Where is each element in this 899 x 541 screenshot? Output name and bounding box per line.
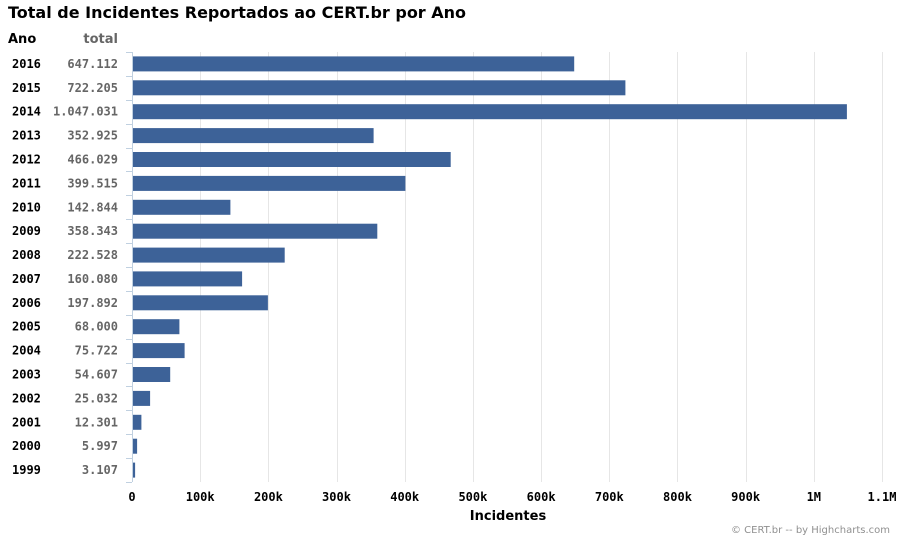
total-label: 1.047.031: [53, 105, 118, 119]
x-tick-label: 500k: [458, 490, 488, 504]
year-label: 1999: [12, 463, 41, 477]
bar-2005[interactable]: [133, 319, 180, 335]
bar-2007[interactable]: [133, 271, 243, 287]
credits-link[interactable]: © CERT.br -- by Highcharts.com: [731, 525, 890, 536]
total-label: 197.892: [67, 296, 118, 310]
bars: [133, 56, 847, 478]
x-tick-label: 100k: [186, 490, 216, 504]
bar-2004[interactable]: [133, 343, 185, 359]
bar-2012[interactable]: [133, 152, 451, 167]
total-label: 5.997: [82, 439, 118, 453]
bar-2014[interactable]: [133, 104, 847, 120]
bar-2001[interactable]: [133, 414, 142, 430]
year-label: 2001: [12, 415, 41, 429]
x-tick-label: 800k: [663, 490, 693, 504]
gridlines: [126, 52, 883, 483]
year-label: 2015: [12, 81, 41, 95]
year-label: 2010: [12, 200, 41, 214]
year-label: 2016: [12, 57, 41, 71]
year-label: 2000: [12, 439, 41, 453]
x-tick-label: 700k: [595, 490, 625, 504]
x-tick-label: 300k: [322, 490, 352, 504]
total-label: 352.925: [67, 129, 118, 143]
year-label: 2004: [12, 344, 41, 358]
x-tick-label: 400k: [390, 490, 420, 504]
bar-2011[interactable]: [133, 175, 406, 191]
chart-title: Total de Incidentes Reportados ao CERT.b…: [8, 3, 466, 22]
total-label: 722.205: [67, 81, 118, 95]
year-column-header: Ano: [8, 32, 36, 47]
year-label: 2005: [12, 320, 41, 334]
year-label: 2002: [12, 391, 41, 405]
x-tick-label: 200k: [254, 490, 284, 504]
total-label: 222.528: [67, 248, 118, 262]
year-label: 2003: [12, 368, 41, 382]
total-label: 75.722: [75, 344, 118, 358]
year-label: 2006: [12, 296, 41, 310]
total-label: 466.029: [67, 153, 118, 167]
total-column-header: total: [83, 32, 118, 47]
x-tick-label: 0: [128, 490, 135, 504]
total-label: 12.301: [75, 415, 118, 429]
bar-2008[interactable]: [133, 247, 285, 263]
x-tick-label: 1.1M: [868, 490, 897, 504]
total-label: 54.607: [75, 368, 118, 382]
total-label: 3.107: [82, 463, 118, 477]
year-label: 2008: [12, 248, 41, 262]
x-tick-label: 900k: [731, 490, 761, 504]
year-label: 2012: [12, 153, 41, 167]
bar-1999[interactable]: [133, 462, 136, 478]
bar-2002[interactable]: [133, 390, 151, 406]
total-label: 160.080: [67, 272, 118, 286]
x-tick-label: 600k: [527, 490, 557, 504]
year-label: 2007: [12, 272, 41, 286]
bar-2013[interactable]: [133, 128, 374, 144]
year-label: 2013: [12, 129, 41, 143]
bar-2010[interactable]: [133, 199, 231, 215]
total-label: 399.515: [67, 176, 118, 190]
x-axis: 0 100k 200k 300k 400k 500k 600k 700k 800k 900k 1M 1…: [128, 490, 896, 504]
total-label: 25.032: [75, 391, 118, 405]
total-label: 142.844: [67, 200, 118, 214]
bar-2016[interactable]: [133, 56, 575, 72]
total-label: 647.112: [67, 57, 118, 71]
year-label: 2009: [12, 224, 41, 238]
total-label: 68.000: [75, 320, 118, 334]
x-tick-label: 1M: [807, 490, 821, 504]
year-label: 2014: [12, 105, 41, 119]
bar-2003[interactable]: [133, 367, 171, 382]
year-label: 2011: [12, 176, 41, 190]
bar-2009[interactable]: [133, 223, 378, 239]
total-label: 358.343: [67, 224, 118, 238]
x-axis-title: Incidentes: [470, 509, 547, 524]
bar-2000[interactable]: [133, 438, 138, 454]
bar-2006[interactable]: [133, 295, 268, 311]
bar-2015[interactable]: [133, 80, 626, 96]
category-labels: 2016 647.112 2015 722.205 2014 1.047.031 2013 3…: [12, 57, 118, 477]
